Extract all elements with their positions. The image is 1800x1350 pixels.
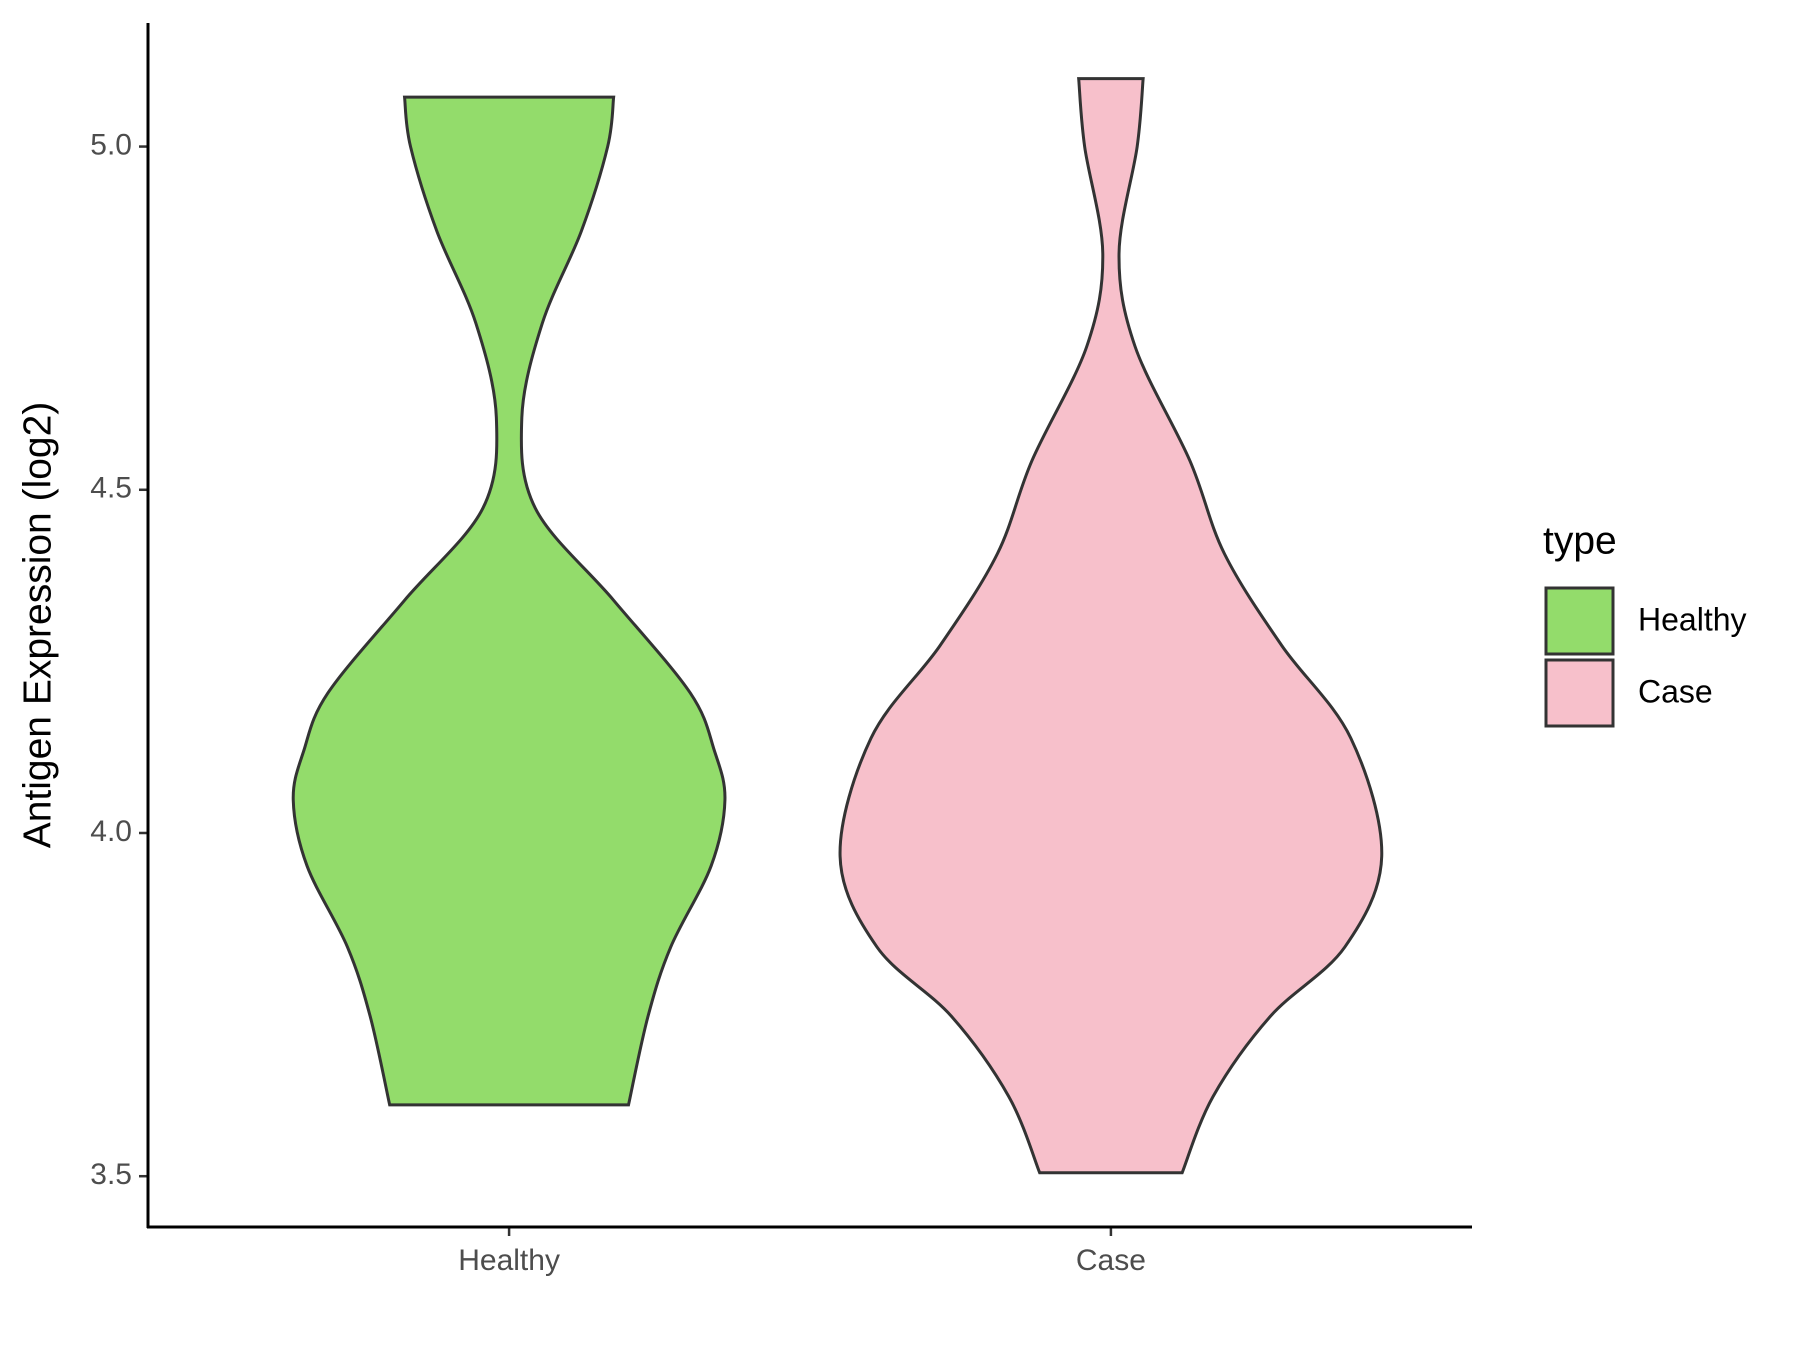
- legend-key: [1544, 658, 1615, 728]
- violin: [838, 77, 1384, 1175]
- y-axis-title: Antigen Expression (log2): [16, 402, 59, 849]
- y-tick-label: 3.5: [90, 1158, 132, 1191]
- x-tick-label: Healthy: [458, 1244, 560, 1277]
- y-tick-label: 4.5: [90, 472, 132, 505]
- y-tick-label: 4.0: [90, 815, 132, 848]
- legend-title: type: [1543, 519, 1617, 562]
- x-tick-label: Case: [1076, 1244, 1146, 1277]
- violin: [291, 95, 727, 1107]
- legend-label: Case: [1638, 673, 1713, 709]
- legend-label: Healthy: [1638, 601, 1747, 637]
- legend-key: [1544, 586, 1615, 656]
- y-tick-label: 5.0: [90, 128, 132, 161]
